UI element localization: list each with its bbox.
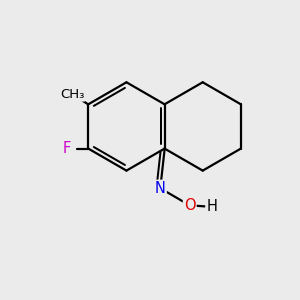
Text: N: N — [155, 181, 166, 196]
Text: O: O — [184, 198, 196, 213]
Text: H: H — [206, 199, 217, 214]
Text: F: F — [63, 141, 71, 156]
Text: CH₃: CH₃ — [60, 88, 84, 100]
